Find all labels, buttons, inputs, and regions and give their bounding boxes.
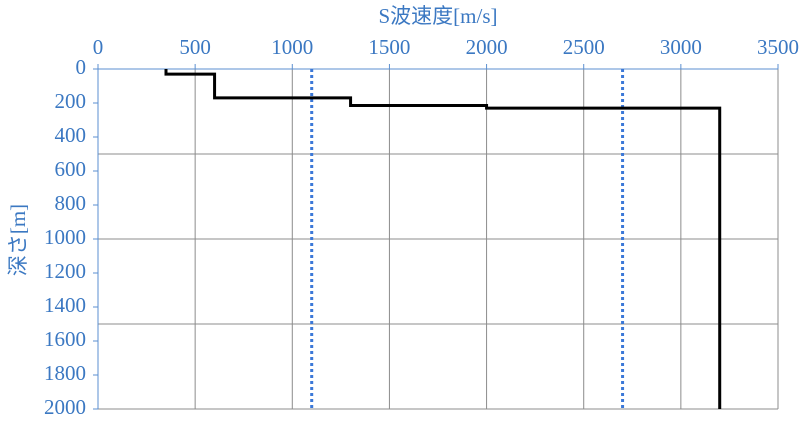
y-axis-title: 深さ[m] (6, 204, 30, 276)
profile-line (164, 69, 722, 409)
y-tick-label: 2000 (44, 395, 86, 419)
y-tick-label: 0 (76, 55, 87, 79)
x-axis-title: S波速度[m/s] (378, 4, 497, 28)
y-tick-label: 200 (55, 89, 87, 113)
x-tick-label: 500 (179, 35, 211, 59)
x-tick-label: 1000 (271, 35, 313, 59)
y-tick-label: 800 (55, 191, 87, 215)
y-tick-label: 400 (55, 123, 87, 147)
x-tick-label: 2500 (563, 35, 605, 59)
y-tick-label: 1000 (44, 225, 86, 249)
y-tick-label: 1600 (44, 327, 86, 351)
x-tick-label: 3000 (660, 35, 702, 59)
x-tick-label: 0 (93, 35, 104, 59)
y-tick-label: 1400 (44, 293, 86, 317)
y-tick-label: 1800 (44, 361, 86, 385)
x-tick-label: 2000 (466, 35, 508, 59)
x-tick-label: 3500 (757, 35, 799, 59)
y-tick-label: 600 (55, 157, 87, 181)
x-tick-label: 1500 (368, 35, 410, 59)
y-tick-label: 1200 (44, 259, 86, 283)
